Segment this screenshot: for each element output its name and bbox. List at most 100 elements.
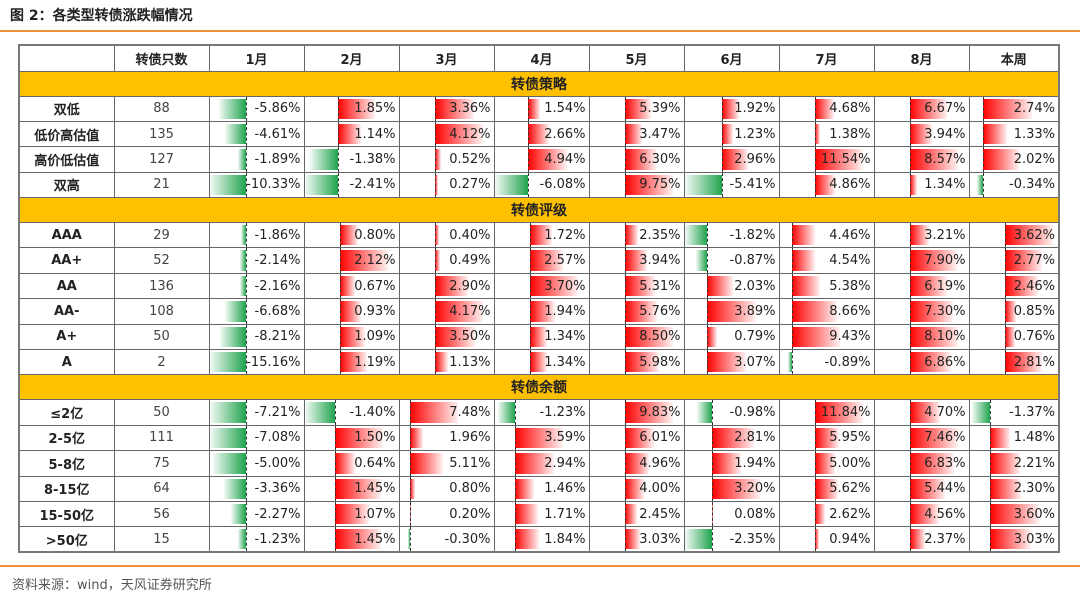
return-value: -6.68% [254, 303, 301, 319]
return-value: 6.86% [924, 354, 966, 370]
data-bar-axis [624, 477, 626, 501]
negative-data-bar [223, 478, 247, 499]
data-bar-axis [909, 325, 911, 349]
positive-data-bar [529, 352, 548, 373]
return-cell: 8.10% [873, 323, 970, 351]
return-cell: 1.46% [493, 475, 590, 502]
data-bar-axis [624, 274, 626, 298]
positive-data-bar [707, 352, 746, 373]
return-value: 3.07% [734, 354, 776, 370]
data-bar-axis [814, 400, 816, 425]
data-bar-axis [246, 248, 248, 273]
return-value: 3.50% [449, 329, 491, 345]
return-cell: -2.41% [303, 171, 400, 199]
data-bar-axis [338, 122, 340, 146]
positive-data-bar [814, 427, 839, 449]
bond-count: 21 [113, 171, 210, 199]
positive-data-bar [624, 123, 642, 145]
positive-data-bar [909, 123, 932, 145]
return-cell: 4.86% [778, 171, 875, 199]
positive-data-bar [909, 174, 918, 196]
data-bar-axis [529, 274, 531, 298]
return-cell: 0.93% [303, 298, 400, 325]
positive-data-bar [624, 275, 655, 297]
bond-count: 15 [113, 526, 210, 553]
return-value: 4.17% [449, 303, 491, 319]
return-value: 3.94% [924, 126, 966, 142]
column-header: 本周 [968, 44, 1060, 72]
negative-data-bar [224, 123, 247, 145]
return-value: -1.23% [254, 531, 301, 547]
positive-data-bar [434, 98, 475, 119]
return-value: 4.94% [544, 151, 586, 167]
negative-data-bar [210, 174, 247, 196]
return-value: 7.90% [924, 253, 966, 269]
table-row: A 2 -15.16% 1.19% 1.13% 1.34% 5.98% 3.07% -0.89%… [18, 349, 1060, 376]
return-cell: 0.40% [398, 222, 495, 249]
return-value: 1.48% [1013, 430, 1055, 446]
data-bar-axis [339, 274, 341, 298]
bond-count: 135 [113, 120, 210, 148]
return-cell: 0.79% [683, 323, 780, 351]
negative-data-bar [972, 402, 991, 423]
data-bar-axis [909, 426, 911, 450]
positive-data-bar [814, 98, 835, 119]
section-row: 转债评级 [18, 197, 1060, 224]
negative-data-bar [238, 529, 247, 550]
positive-data-bar [624, 427, 655, 449]
negative-data-bar [220, 326, 247, 348]
return-cell: 9.83% [588, 399, 685, 426]
bond-count: 127 [113, 146, 210, 173]
positive-data-bar [814, 503, 826, 525]
return-cell: -2.14% [208, 247, 305, 274]
data-bar-axis [246, 527, 248, 552]
positive-data-bar [909, 275, 947, 297]
positive-data-bar [338, 98, 376, 119]
data-bar-axis [338, 147, 340, 172]
return-cell: 5.98% [588, 349, 685, 376]
convertible-bond-returns-table: 转债只数 1月 2月 3月 4月 5月 6月 7月 8月 本周 转债策略 双低 88 -5.86% 1.8… [18, 44, 1060, 554]
return-cell: 8.66% [778, 298, 875, 325]
return-cell: 1.50% [303, 424, 400, 452]
return-value: 0.93% [354, 303, 396, 319]
positive-data-bar [624, 326, 674, 348]
data-bar-axis [514, 477, 516, 501]
data-bar-axis [409, 477, 411, 501]
return-value: 2.35% [639, 227, 681, 243]
return-value: 2.45% [639, 506, 681, 522]
positive-data-bar [339, 275, 355, 297]
return-value: 3.60% [1013, 506, 1055, 522]
return-cell: 1.92% [683, 95, 780, 122]
positive-data-bar [434, 123, 484, 145]
column-header: 8月 [873, 44, 970, 72]
data-bar-axis [334, 502, 336, 526]
return-cell: 2.02% [968, 146, 1060, 173]
return-value: 9.83% [639, 405, 681, 421]
negative-data-bar [977, 174, 984, 196]
positive-data-bar [434, 225, 440, 246]
return-cell: 1.45% [303, 475, 400, 502]
positive-data-bar [624, 503, 637, 525]
return-cell: -1.23% [493, 399, 590, 426]
data-bar-axis [624, 451, 626, 476]
return-value: 5.00% [829, 455, 871, 471]
return-value: 1.46% [544, 481, 586, 497]
return-value: -2.35% [729, 531, 776, 547]
return-value: -0.98% [729, 405, 776, 421]
return-cell: -2.35% [683, 526, 780, 553]
return-cell: 5.44% [873, 475, 970, 502]
data-bar-axis [339, 350, 341, 374]
positive-data-bar [909, 225, 929, 246]
return-cell: -0.98% [683, 399, 780, 426]
return-cell: 0.67% [303, 272, 400, 300]
data-bar-axis [514, 426, 516, 450]
bond-count: 108 [113, 298, 210, 325]
return-value: 1.45% [354, 531, 396, 547]
return-cell: 8.57% [873, 146, 970, 173]
positive-data-bar [909, 301, 954, 322]
table-row: A+ 50 -8.21% 1.09% 3.50% 1.34% 8.50% 0.79% 9.43%… [18, 323, 1060, 351]
column-header: 2月 [303, 44, 400, 72]
return-cell: -6.08% [493, 171, 590, 199]
row-label: >50亿 [18, 526, 115, 553]
data-bar-axis [624, 400, 626, 425]
